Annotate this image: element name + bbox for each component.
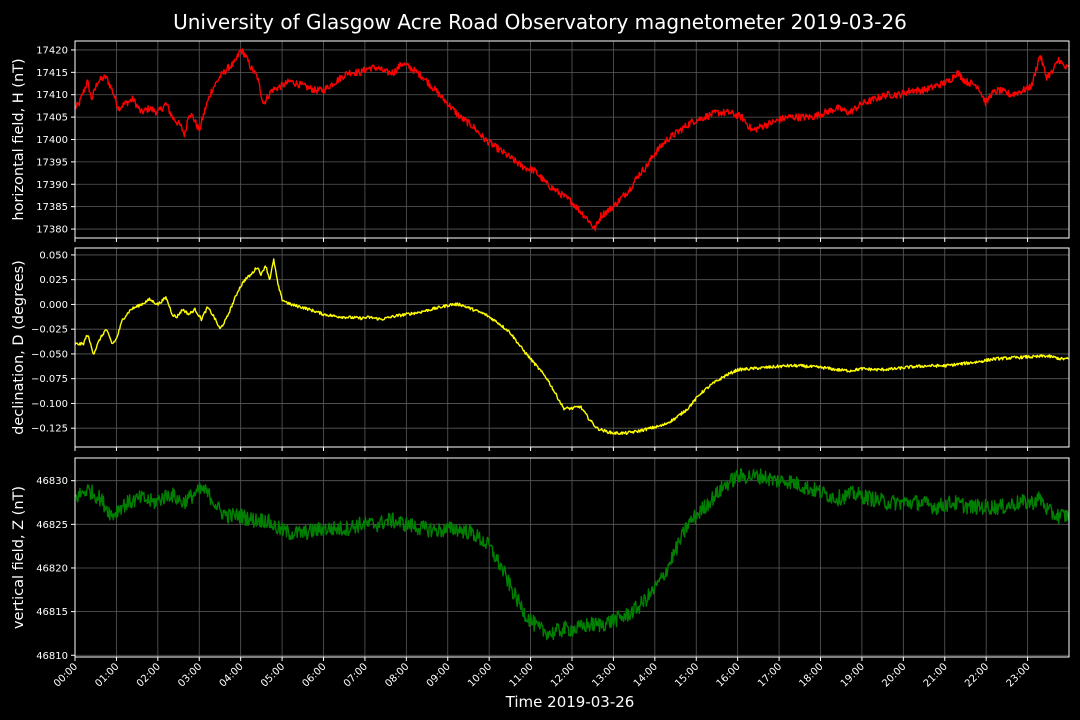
- panel-2: −0.125 −0.100 −0.075 −0.050 −0.025 0.000 0.025…: [11, 247, 1070, 451]
- y-tick-label: 17395: [36, 157, 68, 168]
- x-axis-label: Time 2019-03-26: [505, 693, 635, 711]
- y-tick-label: 0.050: [39, 250, 68, 261]
- series-line: [74, 48, 1069, 232]
- y-tick-label: 17410: [36, 90, 68, 101]
- y-tick-label: 17405: [36, 113, 68, 124]
- y-tick-label: 46825: [36, 520, 68, 531]
- y-tick-label: −0.050: [31, 349, 68, 360]
- y-tick-label: −0.025: [31, 325, 68, 336]
- y-axis-label: declination, D (degrees): [11, 260, 27, 435]
- series-line: [74, 468, 1070, 641]
- y-tick-label: −0.100: [31, 399, 68, 410]
- y-tick-label: 46830: [36, 476, 68, 487]
- y-tick-label: 17415: [36, 68, 68, 79]
- y-axis-label: vertical field, Z (nT): [11, 486, 27, 629]
- y-tick-label: 17400: [36, 135, 68, 146]
- axes-frame: [74, 247, 1070, 448]
- y-tick-label: −0.125: [31, 424, 68, 435]
- series-line: [74, 258, 1069, 436]
- y-tick-label: 17390: [36, 180, 68, 191]
- y-tick-label: 17380: [36, 225, 68, 236]
- panel-1: 17380 17385 17390 17395 17400 17405 17410 17415…: [11, 40, 1070, 242]
- y-tick-label: 17385: [36, 202, 68, 213]
- y-tick-label: 46815: [36, 607, 68, 618]
- axes-frame: [74, 457, 1070, 658]
- y-tick-label: 0.000: [39, 300, 68, 311]
- axes-frame: [74, 40, 1070, 239]
- y-tick-label: 0.025: [39, 275, 68, 286]
- y-axis-label: horizontal field, H (nT): [11, 58, 27, 220]
- y-tick-label: 46820: [36, 563, 68, 574]
- y-tick-label: −0.075: [31, 374, 68, 385]
- y-tick-label: 46810: [36, 651, 68, 662]
- y-tick-label: 17420: [36, 45, 68, 56]
- chart-title: University of Glasgow Acre Road Observat…: [173, 10, 907, 34]
